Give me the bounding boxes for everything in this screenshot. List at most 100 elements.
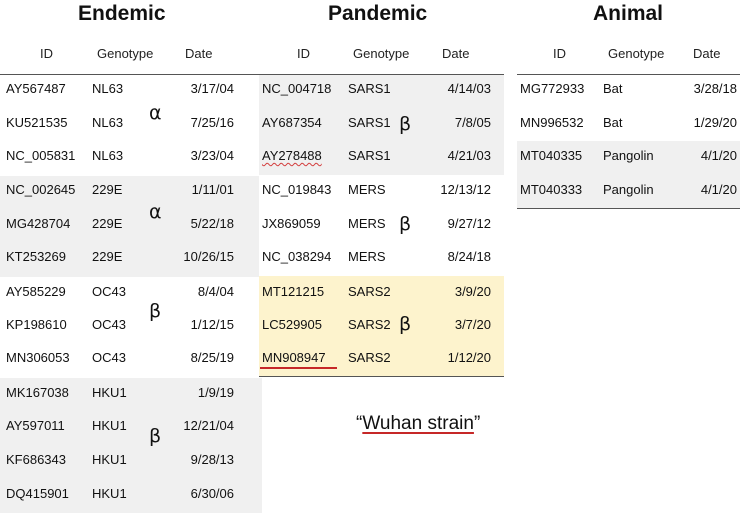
animal-header-date: Date bbox=[693, 46, 721, 61]
table-cell-date: 4/14/03 bbox=[447, 81, 491, 96]
table-cell-id: AY597011 bbox=[6, 418, 65, 433]
table-cell-genotype: HKU1 bbox=[92, 385, 127, 400]
table-cell-id: MT040335 bbox=[520, 148, 583, 163]
table-cell-date: 3/23/04 bbox=[190, 148, 234, 163]
animal-group-pangolin bbox=[517, 141, 740, 208]
table-cell-date: 3/7/20 bbox=[454, 317, 491, 332]
table-cell-id: NC_005831 bbox=[6, 148, 76, 163]
table-cell-id: MT121215 bbox=[262, 284, 325, 299]
table-cell-genotype: SARS2 bbox=[348, 317, 391, 332]
table-cell-date: 7/25/16 bbox=[190, 115, 234, 130]
wuhan-strain-annotation: “Wuhan strain” bbox=[356, 413, 480, 435]
table-cell-date: 8/4/04 bbox=[197, 284, 234, 299]
endemic-group-nl63 bbox=[0, 75, 262, 176]
table-cell-date: 3/17/04 bbox=[190, 81, 234, 96]
animal-header-id: ID bbox=[553, 46, 566, 61]
endemic-group-229e bbox=[0, 176, 262, 277]
table-cell-genotype: HKU1 bbox=[92, 486, 127, 501]
pandemic-group-sars2 bbox=[259, 276, 504, 376]
pandemic-bottom-rule bbox=[259, 376, 504, 377]
table-cell-id: JX869059 bbox=[262, 216, 321, 231]
close-quote: ” bbox=[473, 413, 481, 434]
genus-beta-label: β bbox=[399, 313, 412, 335]
table-cell-id: NC_002645 bbox=[6, 182, 76, 197]
pandemic-group-mers bbox=[259, 175, 504, 276]
endemic-header-id: ID bbox=[40, 46, 53, 61]
table-cell-date: 8/24/18 bbox=[447, 249, 491, 264]
table-cell-id: MG772933 bbox=[520, 81, 585, 96]
endemic-title: Endemic bbox=[78, 2, 166, 25]
table-cell-genotype: 229E bbox=[92, 249, 123, 264]
open-quote: “ bbox=[356, 413, 363, 434]
table-cell-genotype: HKU1 bbox=[92, 418, 127, 433]
highlight-underline bbox=[260, 367, 337, 369]
table-cell-date: 3/28/18 bbox=[693, 81, 737, 96]
pandemic-title: Pandemic bbox=[328, 2, 428, 25]
table-cell-genotype: MERS bbox=[348, 216, 386, 231]
table-cell-id: NC_038294 bbox=[262, 249, 332, 264]
table-cell-id: DQ415901 bbox=[6, 486, 69, 501]
table-cell-id: KF686343 bbox=[6, 452, 66, 467]
table-cell-genotype: SARS2 bbox=[348, 350, 391, 365]
table-cell-id: MK167038 bbox=[6, 385, 69, 400]
table-cell-date: 12/13/12 bbox=[440, 182, 491, 197]
table-cell-genotype: OC43 bbox=[92, 317, 126, 332]
genus-beta-label: β bbox=[149, 425, 162, 447]
table-cell-date: 4/1/20 bbox=[700, 182, 737, 197]
table-cell-id: NC_004718 bbox=[262, 81, 332, 96]
table-cell-date: 1/29/20 bbox=[693, 115, 737, 130]
table-cell-date: 9/27/12 bbox=[447, 216, 491, 231]
table-cell-genotype: Bat bbox=[603, 81, 623, 96]
table-cell-genotype: Pangolin bbox=[603, 182, 654, 197]
pandemic-header-genotype: Genotype bbox=[353, 46, 410, 61]
table-cell-genotype: SARS1 bbox=[348, 81, 391, 96]
table-cell-id: LC529905 bbox=[262, 317, 322, 332]
table-cell-id: KT253269 bbox=[6, 249, 66, 264]
table-cell-id: NC_019843 bbox=[262, 182, 332, 197]
table-cell-id: KU521535 bbox=[6, 115, 68, 130]
pandemic-header-id: ID bbox=[297, 46, 310, 61]
table-cell-genotype: MERS bbox=[348, 249, 386, 264]
table-cell-id: MN908947 bbox=[262, 350, 326, 365]
table-cell-genotype: NL63 bbox=[92, 148, 124, 163]
annotation-text: Wuhan strain bbox=[362, 413, 474, 434]
table-cell-genotype: NL63 bbox=[92, 81, 124, 96]
table-cell-genotype: 229E bbox=[92, 182, 123, 197]
animal-group-bat bbox=[517, 75, 740, 141]
table-cell-genotype: OC43 bbox=[92, 350, 126, 365]
genus-beta-label: β bbox=[399, 113, 412, 135]
animal-header-genotype: Genotype bbox=[608, 46, 665, 61]
endemic-group-hku1 bbox=[0, 378, 262, 513]
table-cell-genotype: 229E bbox=[92, 216, 123, 231]
table-cell-id: KP198610 bbox=[6, 317, 67, 332]
endemic-group-oc43 bbox=[0, 277, 262, 378]
table-cell-date: 4/1/20 bbox=[700, 148, 737, 163]
pandemic-header-rule bbox=[259, 74, 504, 75]
table-cell-genotype: OC43 bbox=[92, 284, 126, 299]
table-cell-genotype: Pangolin bbox=[603, 148, 654, 163]
table-cell-id: MG428704 bbox=[6, 216, 71, 231]
table-cell-date: 1/9/19 bbox=[197, 385, 234, 400]
table-cell-date: 4/21/03 bbox=[447, 148, 491, 163]
animal-header-rule bbox=[517, 74, 740, 75]
table-cell-genotype: MERS bbox=[348, 182, 386, 197]
table-cell-id: AY278488 bbox=[262, 148, 322, 163]
endemic-header-genotype: Genotype bbox=[97, 46, 154, 61]
table-cell-date: 1/12/20 bbox=[447, 350, 491, 365]
table-cell-date: 1/11/01 bbox=[191, 182, 234, 197]
animal-title: Animal bbox=[593, 2, 664, 25]
table-cell-id: MN996532 bbox=[520, 115, 584, 130]
genus-beta-label: β bbox=[399, 213, 412, 235]
table-cell-date: 9/28/13 bbox=[190, 452, 234, 467]
table-cell-date: 3/9/20 bbox=[454, 284, 491, 299]
table-cell-date: 7/8/05 bbox=[454, 115, 491, 130]
table-cell-date: 1/12/15 bbox=[190, 317, 234, 332]
genus-alpha-label: α bbox=[149, 201, 162, 223]
table-cell-date: 10/26/15 bbox=[183, 249, 234, 264]
animal-bottom-rule bbox=[517, 208, 740, 209]
table-cell-id: AY567487 bbox=[6, 81, 66, 96]
table-cell-genotype: Bat bbox=[603, 115, 623, 130]
endemic-header-rule bbox=[0, 74, 262, 75]
table-cell-date: 12/21/04 bbox=[183, 418, 234, 433]
table-cell-id: AY687354 bbox=[262, 115, 322, 130]
